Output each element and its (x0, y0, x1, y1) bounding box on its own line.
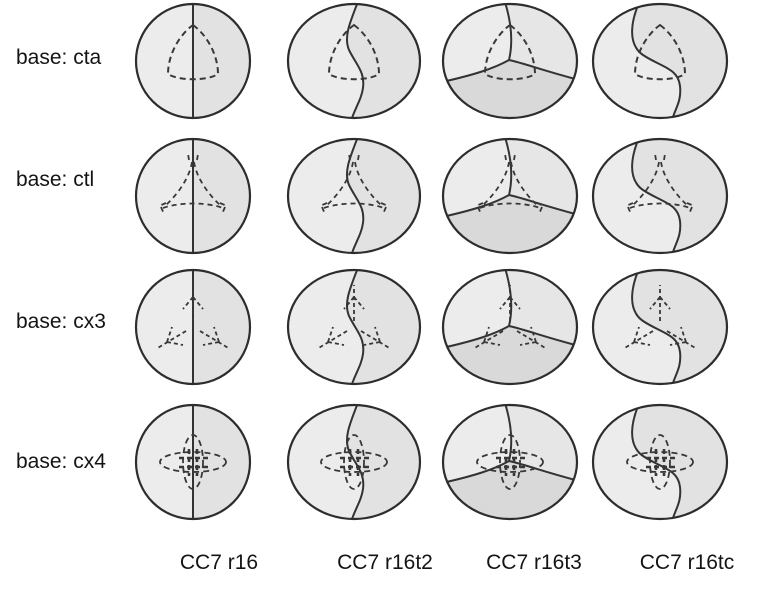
column-label-r16t3: CC7 r16t3 (486, 551, 582, 574)
column-label-r16tc: CC7 r16tc (639, 551, 735, 574)
cell-cx3-r16t3 (435, 264, 585, 390)
cell-cx3-r16t2 (279, 264, 429, 390)
row-label-cta: base: cta (16, 46, 102, 69)
column-label-r16t2: CC7 r16t2 (337, 551, 433, 574)
cell-cta-r16t2 (279, 0, 429, 124)
row-label-cx3: base: cx3 (16, 310, 106, 333)
row-label-cx4: base: cx4 (16, 450, 106, 473)
cell-cx4-r16t3 (435, 399, 585, 525)
cell-ctl-r16tc (585, 133, 735, 259)
cell-cx3-r16 (118, 264, 268, 390)
cell-cta-r16 (118, 0, 268, 124)
cell-cta-r16t3 (435, 0, 585, 124)
cell-cx4-r16 (118, 399, 268, 525)
cell-cx4-r16t2 (279, 399, 429, 525)
cell-ctl-r16 (118, 133, 268, 259)
cell-cx3-r16tc (585, 264, 735, 390)
cell-ctl-r16t3 (435, 133, 585, 259)
cell-cx4-r16tc (585, 399, 735, 525)
cell-cta-r16tc (585, 0, 735, 124)
row-label-ctl: base: ctl (16, 168, 95, 191)
column-label-r16: CC7 r16 (179, 551, 259, 574)
cell-ctl-r16t2 (279, 133, 429, 259)
